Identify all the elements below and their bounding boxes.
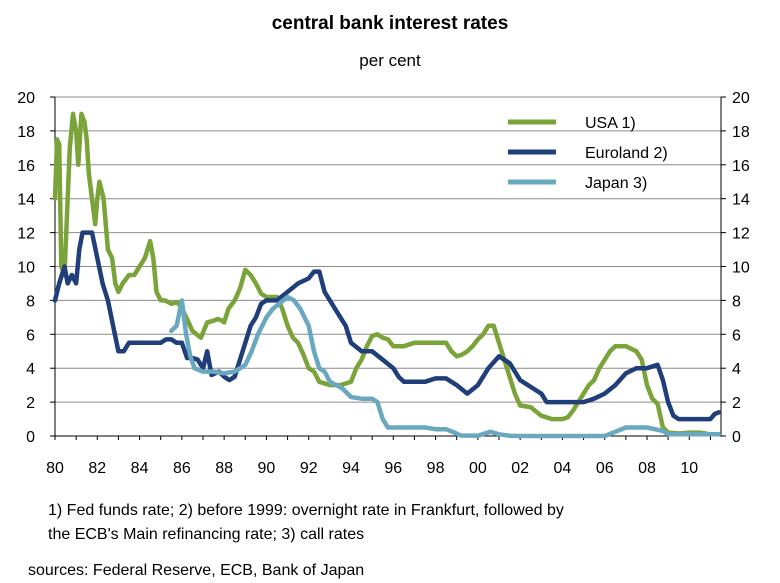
y-tick-label-right: 18 (732, 124, 750, 141)
x-tick-label: 94 (342, 460, 360, 477)
x-tick-label: 96 (384, 460, 402, 477)
y-tick-label-right: 20 (732, 90, 750, 107)
y-tick-label: 14 (17, 192, 35, 209)
y-tick-label-right: 4 (732, 361, 741, 378)
y-tick-label-right: 2 (732, 395, 741, 412)
y-tick-label: 18 (17, 124, 35, 141)
legend-label: Japan 3) (585, 175, 647, 192)
x-tick-label: 90 (258, 460, 276, 477)
y-tick-label-right: 16 (732, 158, 750, 175)
y-axis-left-ticks: 0 2 4 6 8 10 12 14 16 18 20 (17, 90, 35, 446)
y-tick-label-right: 0 (732, 429, 741, 446)
gridlines (55, 96, 721, 403)
series-line (52, 230, 722, 422)
x-tick-label: 10 (680, 460, 698, 477)
x-tick-label: 80 (46, 460, 64, 477)
x-tick-label: 92 (300, 460, 318, 477)
x-tick-label: 84 (131, 460, 149, 477)
y-tick-label-right: 10 (732, 260, 750, 277)
chart-subtitle: per cent (359, 51, 421, 70)
footnote-line-1: 1) Fed funds rate; 2) before 1999: overn… (48, 502, 564, 519)
x-tick-label: 04 (554, 460, 572, 477)
y-tick-label: 12 (17, 226, 35, 243)
x-tick-label: 00 (469, 460, 487, 477)
chart-title: central bank interest rates (271, 13, 509, 34)
y-tick-label-right: 14 (732, 192, 750, 209)
y-tick-label: 10 (17, 260, 35, 277)
x-tick-label: 06 (596, 460, 614, 477)
y-tick-label: 16 (17, 158, 35, 175)
y-tick-label: 0 (26, 429, 35, 446)
y-tick-label: 2 (26, 395, 35, 412)
legend: USA 1) Euroland 2) Japan 3) (508, 115, 668, 192)
y-tick-label: 6 (26, 327, 35, 344)
footnote-line-2: the ECB's Main refinancing rate; 3) call… (48, 526, 365, 543)
x-tick-label: 02 (511, 460, 529, 477)
x-tick-label: 98 (427, 460, 445, 477)
y-tick-label-right: 12 (732, 226, 750, 243)
legend-label: Euroland 2) (585, 145, 668, 162)
x-tick-label: 82 (88, 460, 106, 477)
series-line (169, 294, 722, 439)
y-tick-label-right: 6 (732, 327, 741, 344)
sources-note: sources: Federal Reserve, ECB, Bank of J… (28, 562, 365, 579)
y-tick-label: 4 (26, 361, 35, 378)
y-tick-label: 8 (26, 293, 35, 310)
y-tick-label-right: 8 (732, 293, 741, 310)
x-axis-ticks: 80 82 84 86 88 90 92 94 96 98 00 02 04 06 08 10 (46, 460, 698, 477)
x-tick-label: 08 (638, 460, 656, 477)
x-tick-label: 86 (173, 460, 191, 477)
x-tick-label: 88 (215, 460, 233, 477)
y-axis-right-ticks: 0 2 4 6 8 10 12 14 16 18 20 (732, 90, 750, 446)
legend-label: USA 1) (585, 115, 636, 132)
series-lines (52, 111, 722, 439)
y-tick-label: 20 (17, 90, 35, 107)
